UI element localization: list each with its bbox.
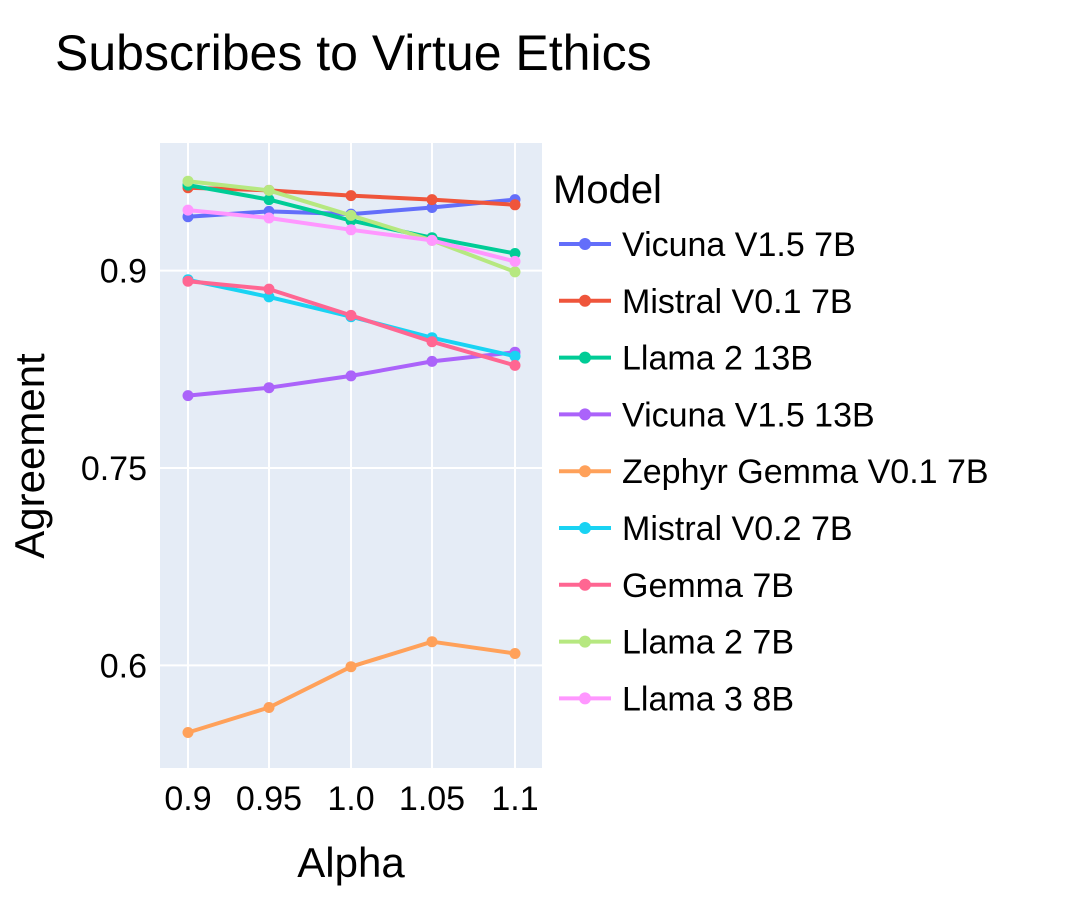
legend-swatch-marker (579, 692, 591, 705)
x-tick-label: 1.1 (491, 780, 538, 818)
series-zephyr-gemma-v0-1-7b (182, 636, 521, 738)
data-point (263, 194, 275, 206)
data-point (426, 234, 438, 246)
legend-item[interactable]: Zephyr Gemma V0.1 7B (559, 453, 989, 491)
data-point (263, 382, 275, 394)
data-point (263, 184, 275, 196)
legend-item[interactable]: Vicuna V1.5 13B (559, 396, 875, 434)
y-axis-title: Agreement (6, 353, 53, 559)
legend-item[interactable]: Mistral V0.1 7B (559, 283, 853, 321)
data-point (345, 661, 357, 673)
data-point (263, 291, 275, 303)
data-point (182, 275, 194, 287)
legend-item[interactable]: Vicuna V1.5 7B (559, 226, 856, 264)
legend-item[interactable]: Llama 2 7B (559, 624, 794, 662)
series-llama-3-8b (182, 204, 521, 267)
legend-item[interactable]: Mistral V0.2 7B (559, 510, 853, 548)
data-point (509, 266, 521, 278)
legend-swatch-marker (579, 465, 591, 478)
legend-label: Mistral V0.2 7B (622, 510, 853, 548)
legend-label: Mistral V0.1 7B (622, 283, 853, 321)
legend-item[interactable]: Llama 2 13B (559, 340, 813, 378)
y-tick-label: 0.6 (100, 647, 147, 685)
legend-swatch-marker (579, 351, 591, 364)
series-gemma-7b (182, 275, 521, 371)
data-point (509, 255, 521, 267)
x-tick-label: 1.0 (327, 780, 374, 818)
legend-label: Llama 3 8B (622, 680, 794, 718)
x-tick-label: 0.9 (164, 780, 211, 818)
legend-label: Vicuna V1.5 13B (622, 396, 875, 434)
data-point (263, 702, 275, 713)
legend-label: Zephyr Gemma V0.1 7B (622, 453, 989, 491)
data-point (509, 248, 521, 259)
legend-label: Vicuna V1.5 7B (622, 226, 856, 264)
data-point (426, 194, 438, 206)
x-tick-label: 0.95 (236, 780, 302, 818)
legend-item[interactable]: Gemma 7B (559, 567, 794, 605)
legend-title: Model (553, 168, 662, 212)
data-point (345, 209, 357, 221)
data-point (426, 636, 438, 648)
data-point (182, 204, 194, 216)
legend-swatch-marker (579, 294, 591, 307)
data-point (509, 359, 521, 371)
legend-swatch-marker (579, 578, 591, 591)
legend-swatch-marker (579, 522, 591, 534)
x-tick-labels: 0.9 0.95 1.0 1.05 1.1 (164, 780, 538, 818)
series-layer (182, 175, 521, 738)
legend-swatch-marker (579, 635, 591, 648)
legend-item[interactable]: Llama 3 8B (559, 680, 794, 718)
data-point (182, 390, 194, 402)
data-point (426, 202, 438, 213)
data-point (509, 350, 521, 362)
data-point (426, 355, 438, 367)
legend: Model Vicuna V1.5 7B Mistral V0.1 7B Llama… (553, 168, 989, 718)
data-point (263, 283, 275, 295)
data-point (345, 370, 357, 382)
data-point (345, 309, 357, 321)
x-axis-title: Alpha (297, 839, 405, 886)
data-point (263, 212, 275, 224)
legend-label: Llama 2 13B (622, 340, 813, 378)
data-point (345, 190, 357, 202)
data-point (182, 175, 194, 187)
data-point (426, 336, 438, 348)
y-tick-label: 0.9 (100, 253, 147, 291)
x-tick-label: 1.05 (399, 780, 465, 818)
data-point (182, 727, 194, 738)
y-tick-labels: 0.6 0.75 0.9 (81, 253, 147, 686)
legend-label: Gemma 7B (622, 567, 794, 605)
data-point (509, 648, 521, 659)
chart-title: Subscribes to Virtue Ethics (55, 25, 652, 81)
data-point (345, 224, 357, 236)
data-point (509, 199, 521, 211)
legend-swatch-marker (579, 238, 591, 250)
legend-swatch-marker (579, 408, 591, 421)
y-tick-label: 0.75 (81, 450, 147, 488)
legend-label: Llama 2 7B (622, 624, 794, 662)
